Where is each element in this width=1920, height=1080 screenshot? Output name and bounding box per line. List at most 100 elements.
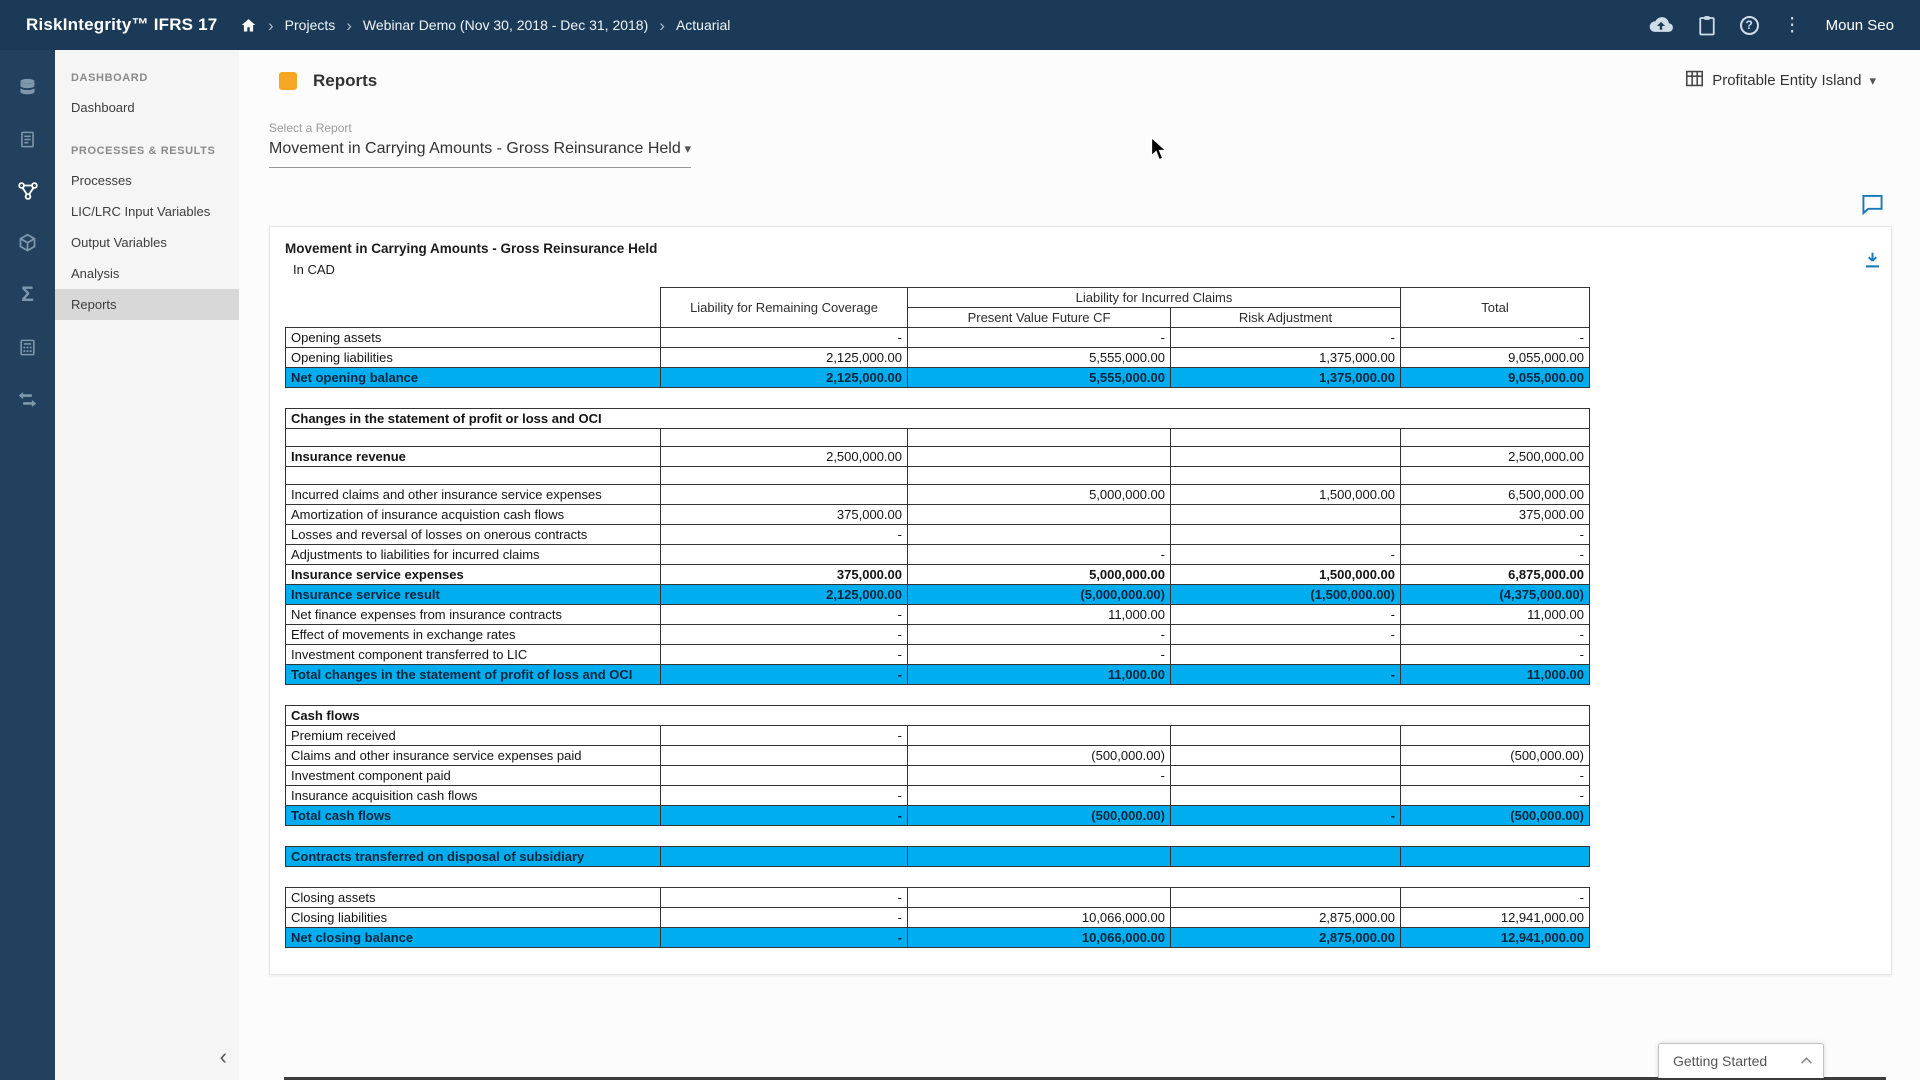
row-value: 10,066,000.00	[908, 928, 1171, 948]
processes-icon[interactable]	[0, 168, 55, 214]
breadcrumb-projects[interactable]: Projects	[285, 17, 336, 33]
row-label: Opening liabilities	[286, 348, 661, 368]
sidebar-item-lic-lrc-input-variables[interactable]: LIC/LRC Input Variables	[55, 196, 239, 227]
row-value: -	[661, 786, 908, 806]
row-value	[908, 726, 1171, 746]
row-value	[908, 786, 1171, 806]
home-icon[interactable]	[240, 17, 257, 34]
sidebar-collapse-icon[interactable]: ‹	[220, 1046, 227, 1068]
sidebar-item-reports[interactable]: Reports	[55, 289, 239, 320]
row-value: (1,500,000.00)	[1171, 585, 1401, 605]
section-label: Cash flows	[286, 706, 1590, 726]
table-row: Net closing balance-10,066,000.002,875,0…	[286, 928, 1590, 948]
getting-started-label: Getting Started	[1673, 1053, 1767, 1069]
table-row: Insurance service result2,125,000.00(5,0…	[286, 585, 1590, 605]
row-value: (500,000.00)	[908, 806, 1171, 826]
chevron-up-icon[interactable]	[1800, 1052, 1813, 1070]
report-selector[interactable]: Select a Report Movement in Carrying Amo…	[269, 121, 691, 168]
row-value: -	[1401, 525, 1590, 545]
col-header-incurred-claims: Liability for Incurred Claims	[908, 288, 1401, 308]
help-icon[interactable]: ?	[1740, 16, 1759, 35]
row-value	[1401, 726, 1590, 746]
col-header-remaining-coverage: Liability for Remaining Coverage	[661, 288, 908, 328]
sigma-icon[interactable]: Σ	[0, 272, 55, 318]
report-table: Liability for Remaining CoverageLiabilit…	[285, 287, 1875, 948]
section-label: Changes in the statement of profit or lo…	[286, 409, 1590, 429]
row-value	[908, 847, 1171, 867]
row-value: 1,500,000.00	[1171, 565, 1401, 585]
clipboard-icon[interactable]	[1698, 15, 1716, 36]
row-value	[908, 888, 1171, 908]
row-value	[1171, 645, 1401, 665]
calculator-icon[interactable]	[0, 324, 55, 370]
row-label: Adjustments to liabilities for incurred …	[286, 545, 661, 565]
spacer-cell	[908, 467, 1171, 485]
entity-name: Profitable Entity Island	[1712, 72, 1861, 89]
comment-icon[interactable]	[1861, 194, 1884, 220]
row-value: -	[1401, 766, 1590, 786]
row-value: (5,000,000.00)	[908, 585, 1171, 605]
topbar: RiskIntegrity™ IFRS 17 › Projects › Webi…	[0, 0, 1920, 50]
row-label: Incurred claims and other insurance serv…	[286, 485, 661, 505]
table-row: Contracts transferred on disposal of sub…	[286, 847, 1590, 867]
row-value: 11,000.00	[908, 605, 1171, 625]
row-value: -	[908, 645, 1171, 665]
document-icon[interactable]	[0, 116, 55, 162]
more-menu-icon[interactable]: ⋮	[1783, 16, 1802, 35]
row-value	[1171, 746, 1401, 766]
row-value	[661, 545, 908, 565]
row-value: 5,555,000.00	[908, 348, 1171, 368]
row-value: 2,500,000.00	[1401, 447, 1590, 467]
row-label: Insurance service result	[286, 585, 661, 605]
transfer-icon[interactable]	[0, 376, 55, 422]
row-value: 11,000.00	[1401, 665, 1590, 685]
row-value: (500,000.00)	[1401, 806, 1590, 826]
sidebar-item-dashboard[interactable]: Dashboard	[55, 92, 239, 123]
table-row: Total changes in the statement of profit…	[286, 665, 1590, 685]
cube-icon[interactable]	[0, 220, 55, 266]
row-label: Insurance service expenses	[286, 565, 661, 585]
table-row: Cash flows	[286, 706, 1590, 726]
database-icon[interactable]	[0, 64, 55, 110]
breadcrumb-actuarial[interactable]: Actuarial	[676, 17, 730, 33]
row-value: 2,125,000.00	[661, 585, 908, 605]
sidebar-item-output-variables[interactable]: Output Variables	[55, 227, 239, 258]
breadcrumb-separator-icon: ›	[346, 17, 352, 34]
report-title: Movement in Carrying Amounts - Gross Rei…	[285, 241, 1875, 256]
table-row: Effect of movements in exchange rates---…	[286, 625, 1590, 645]
row-value	[908, 525, 1171, 545]
report-currency: In CAD	[293, 262, 1875, 277]
table-row: Investment component paid--	[286, 766, 1590, 786]
table-row: Claims and other insurance service expen…	[286, 746, 1590, 766]
main-content: Reports Profitable Entity Island ▾ Selec…	[239, 50, 1920, 1080]
row-value: 6,875,000.00	[1401, 565, 1590, 585]
row-value: -	[1401, 545, 1590, 565]
entity-selector[interactable]: Profitable Entity Island ▾	[1685, 70, 1876, 91]
cloud-upload-icon[interactable]	[1648, 15, 1674, 35]
col-header-total: Total	[1401, 288, 1590, 328]
row-label: Premium received	[286, 726, 661, 746]
sidebar-section-header: DASHBOARD	[55, 50, 239, 92]
row-value: 9,055,000.00	[1401, 368, 1590, 388]
sidebar-item-analysis[interactable]: Analysis	[55, 258, 239, 289]
table-row: Net opening balance2,125,000.005,555,000…	[286, 368, 1590, 388]
download-icon[interactable]	[1862, 250, 1883, 276]
row-value	[1171, 525, 1401, 545]
row-value: -	[1171, 806, 1401, 826]
row-value	[661, 766, 908, 786]
table-row: Insurance revenue2,500,000.002,500,000.0…	[286, 447, 1590, 467]
table-row: Premium received-	[286, 726, 1590, 746]
col-header-risk-adjustment: Risk Adjustment	[1171, 308, 1401, 328]
spacer-cell	[1401, 429, 1590, 447]
row-value: -	[661, 605, 908, 625]
reports-module-icon	[279, 72, 297, 90]
getting-started-panel[interactable]: Getting Started	[1658, 1043, 1824, 1078]
row-value: -	[661, 328, 908, 348]
row-label: Total cash flows	[286, 806, 661, 826]
row-value: (500,000.00)	[1401, 746, 1590, 766]
sidebar-item-processes[interactable]: Processes	[55, 165, 239, 196]
chevron-down-icon: ▾	[684, 141, 691, 157]
spacer-cell	[661, 467, 908, 485]
user-name[interactable]: Moun Seo	[1826, 17, 1894, 34]
breadcrumb-project-name[interactable]: Webinar Demo (Nov 30, 2018 - Dec 31, 201…	[363, 17, 648, 33]
